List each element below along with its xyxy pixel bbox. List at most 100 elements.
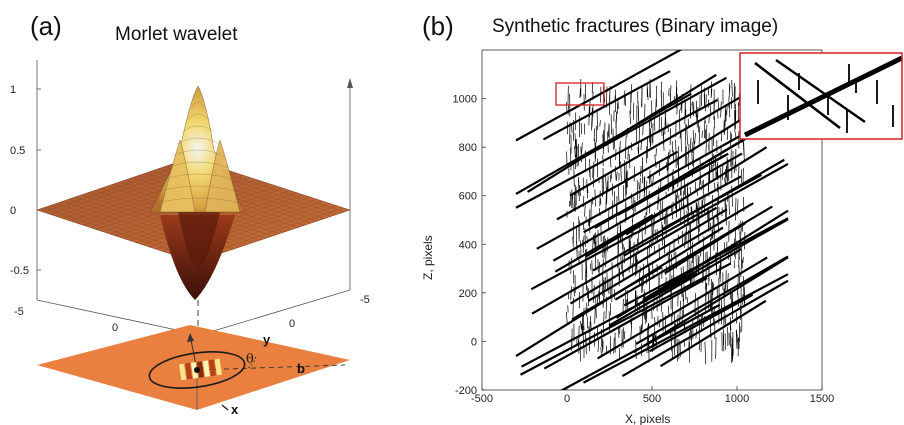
z-tick-neg0.5: -0.5 — [10, 265, 29, 277]
short-fracture — [588, 169, 591, 178]
short-fracture — [620, 161, 622, 181]
long-fracture — [659, 299, 767, 368]
long-fracture — [621, 279, 789, 377]
short-fracture — [586, 179, 588, 199]
short-fractures — [566, 78, 746, 365]
short-fracture — [637, 91, 639, 104]
short-fracture — [668, 88, 670, 96]
x-tick-label: 500 — [643, 393, 661, 405]
long-fracture — [664, 222, 746, 275]
short-fracture — [636, 259, 638, 271]
short-fracture — [682, 292, 684, 316]
short-fracture — [688, 143, 690, 158]
short-fracture — [719, 262, 722, 283]
short-fracture — [742, 256, 744, 264]
x-tick-label: -500 — [471, 393, 493, 405]
long-fracture — [552, 152, 743, 262]
short-fracture — [730, 344, 733, 363]
panel-b-title: Synthetic fractures (Binary image) — [492, 16, 778, 37]
short-fracture — [660, 117, 663, 136]
inset-y-label: y — [263, 332, 271, 347]
inset-wavelet-stripes — [179, 358, 222, 381]
long-fracture — [623, 162, 789, 257]
short-fracture — [579, 88, 581, 98]
short-fracture — [684, 123, 687, 146]
short-fracture — [705, 124, 708, 141]
short-fracture — [667, 305, 670, 316]
short-fracture — [717, 209, 719, 226]
short-fracture — [689, 137, 692, 152]
short-fracture — [600, 347, 602, 356]
short-fracture — [664, 112, 666, 135]
long-fracture — [556, 150, 679, 221]
peak-mesh-line — [176, 137, 220, 145]
inset-b-label: b — [297, 361, 305, 376]
short-fracture — [570, 257, 572, 274]
zoom-thick-fracture — [743, 55, 902, 138]
short-fracture — [637, 232, 639, 252]
short-fracture — [727, 273, 729, 293]
long-fracture — [625, 146, 768, 236]
short-fracture — [692, 130, 695, 144]
short-fracture — [726, 104, 728, 116]
short-fracture — [663, 142, 665, 151]
short-fracture — [630, 326, 632, 339]
short-fracture — [684, 102, 686, 124]
short-fracture — [697, 225, 700, 243]
long-fracture — [515, 50, 683, 142]
short-fracture — [590, 315, 592, 329]
long-fracture — [649, 293, 754, 353]
x-axis-line — [36, 299, 201, 336]
short-fracture — [686, 296, 689, 304]
short-fracture — [724, 284, 726, 297]
inset-ellipse — [148, 351, 246, 389]
short-fracture — [725, 165, 727, 184]
short-fracture — [604, 122, 606, 145]
z-tick-0: 0 — [10, 205, 16, 217]
y-tick-0: 0 — [289, 318, 295, 330]
short-fracture — [625, 136, 627, 159]
long-fracture — [587, 202, 754, 302]
y-tick-neg5: -5 — [360, 294, 370, 306]
theta-arc — [247, 355, 257, 369]
panel-b: (b) Synthetic fractures (Binary image) -… — [421, 11, 903, 425]
short-fracture — [605, 174, 607, 191]
peak-mesh-line — [191, 101, 205, 109]
short-fracture — [567, 104, 570, 116]
short-fracture — [599, 120, 601, 127]
inset-x-arrow — [221, 404, 229, 411]
short-fracture — [665, 117, 667, 128]
short-fracture — [717, 181, 719, 205]
short-fracture — [648, 202, 651, 214]
short-fracture — [651, 218, 653, 238]
short-fracture — [613, 337, 615, 354]
inset-b-line — [196, 364, 346, 371]
long-fracture — [608, 248, 742, 327]
short-fracture — [718, 265, 721, 280]
long-fracture — [583, 154, 726, 234]
long-fracture — [519, 262, 732, 376]
surface-side-lobe-right — [204, 139, 241, 213]
y-tick-label: 1000 — [453, 94, 477, 106]
short-fracture — [705, 282, 707, 301]
short-fracture — [616, 171, 618, 181]
short-fracture — [581, 321, 584, 335]
short-fracture — [609, 174, 612, 183]
short-fracture — [595, 297, 597, 319]
x-tick-neg5: -5 — [14, 306, 24, 318]
zoom-inset-frame — [739, 52, 903, 140]
long-fracture — [554, 213, 654, 273]
short-fracture — [629, 110, 631, 124]
short-fracture — [570, 286, 572, 301]
panel-a-label: (a) — [30, 11, 62, 41]
short-fracture — [698, 126, 701, 145]
short-fracture — [570, 147, 572, 171]
long-fracture — [648, 218, 789, 299]
short-fracture — [574, 133, 576, 150]
short-fracture — [685, 226, 687, 244]
short-fracture — [573, 163, 575, 187]
short-fracture — [669, 85, 672, 101]
long-fracture — [536, 132, 746, 250]
long-fracture — [560, 303, 721, 390]
y-tick-label: 800 — [459, 142, 477, 154]
